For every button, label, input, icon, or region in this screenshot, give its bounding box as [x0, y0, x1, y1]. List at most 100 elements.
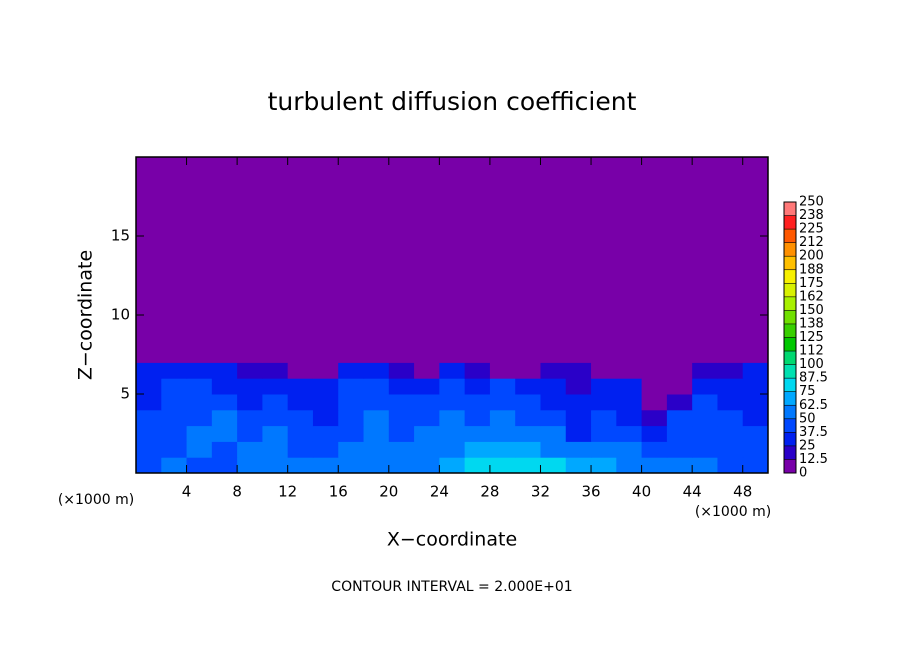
cell: [666, 441, 693, 458]
cell: [540, 362, 567, 379]
cell: [489, 441, 516, 458]
cell: [363, 378, 390, 395]
y-tick-label: 5: [120, 385, 130, 403]
cell: [515, 362, 541, 379]
cell: [540, 409, 567, 427]
cell: [641, 409, 668, 427]
colorbar-swatch: [784, 323, 796, 338]
colorbar-tick-label: 0: [799, 466, 807, 481]
cell: [186, 457, 213, 474]
cell: [692, 425, 718, 442]
cell: [262, 362, 289, 379]
cell: [591, 378, 617, 395]
cell: [287, 157, 314, 363]
x-tick-label: 48: [733, 483, 752, 501]
cell: [717, 441, 744, 458]
colorbar-tick-label: 250: [799, 195, 824, 210]
cell: [641, 157, 668, 363]
cell: [161, 425, 188, 442]
colorbar-tick-label: 100: [799, 357, 824, 372]
x-tick-label: 24: [430, 483, 449, 501]
cell: [515, 441, 541, 458]
cell: [565, 157, 592, 363]
colorbar-tick-label: 75: [799, 384, 816, 399]
cell: [211, 394, 238, 411]
cell: [414, 378, 440, 395]
cell: [565, 409, 592, 427]
cell: [591, 362, 617, 379]
cell: [641, 425, 668, 442]
cell: [464, 157, 491, 363]
cell: [414, 409, 440, 427]
cell: [489, 409, 516, 427]
cell: [237, 457, 263, 474]
cell: [388, 425, 415, 442]
cell: [161, 394, 188, 411]
cell: [388, 378, 415, 395]
cell: [211, 425, 238, 442]
x-tick-label: 28: [480, 483, 499, 501]
x-tick-label: 44: [683, 483, 702, 501]
cell: [287, 394, 314, 411]
cell: [464, 409, 491, 427]
cell: [338, 394, 365, 411]
colorbar-swatch: [784, 229, 796, 243]
cell: [489, 457, 516, 474]
cell: [414, 425, 440, 442]
x-unit-label: (×1000 m): [58, 492, 134, 508]
cell: [515, 425, 541, 442]
cell: [742, 457, 769, 474]
cell: [287, 425, 314, 442]
cell: [211, 378, 238, 395]
x-unit-label: (×1000 m): [695, 504, 771, 520]
cell: [211, 362, 238, 379]
cell: [692, 378, 718, 395]
colorbar-tick-label: 188: [799, 262, 824, 277]
cell: [591, 457, 617, 474]
cell: [338, 409, 365, 427]
colorbar-swatch: [784, 378, 796, 392]
cell: [666, 457, 693, 474]
cell: [515, 157, 541, 363]
cell: [136, 157, 162, 363]
cell: [211, 457, 238, 474]
cell: [565, 441, 592, 458]
cell: [287, 378, 314, 395]
cell: [363, 409, 390, 427]
cell: [237, 157, 263, 363]
cell: [312, 457, 339, 474]
cell: [565, 457, 592, 474]
cell: [136, 394, 162, 411]
cell: [565, 378, 592, 395]
cell: [616, 457, 643, 474]
cell: [666, 394, 693, 411]
cell: [237, 378, 263, 395]
colorbar-tick-label: 162: [799, 289, 824, 304]
cell: [287, 457, 314, 474]
cell: [439, 441, 466, 458]
cell: [237, 425, 263, 442]
cell: [464, 394, 491, 411]
cell: [591, 157, 617, 363]
cell: [186, 394, 213, 411]
colorbar-swatch: [784, 296, 796, 311]
cell: [211, 409, 238, 427]
cell: [312, 441, 339, 458]
colorbar-swatch: [784, 310, 796, 324]
colorbar-swatch: [784, 391, 796, 406]
cell: [186, 157, 213, 363]
colorbar-swatch: [784, 283, 796, 297]
cell: [161, 457, 188, 474]
cell: [363, 441, 390, 458]
x-tick-label: 4: [182, 483, 192, 501]
cell: [439, 394, 466, 411]
cell: [262, 394, 289, 411]
cell: [717, 457, 744, 474]
colorbar-tick-label: 150: [799, 303, 824, 318]
cell: [692, 441, 718, 458]
colorbar-swatch: [784, 445, 796, 460]
cell: [439, 362, 466, 379]
cell: [641, 394, 668, 411]
colorbar-tick-label: 238: [799, 208, 824, 223]
